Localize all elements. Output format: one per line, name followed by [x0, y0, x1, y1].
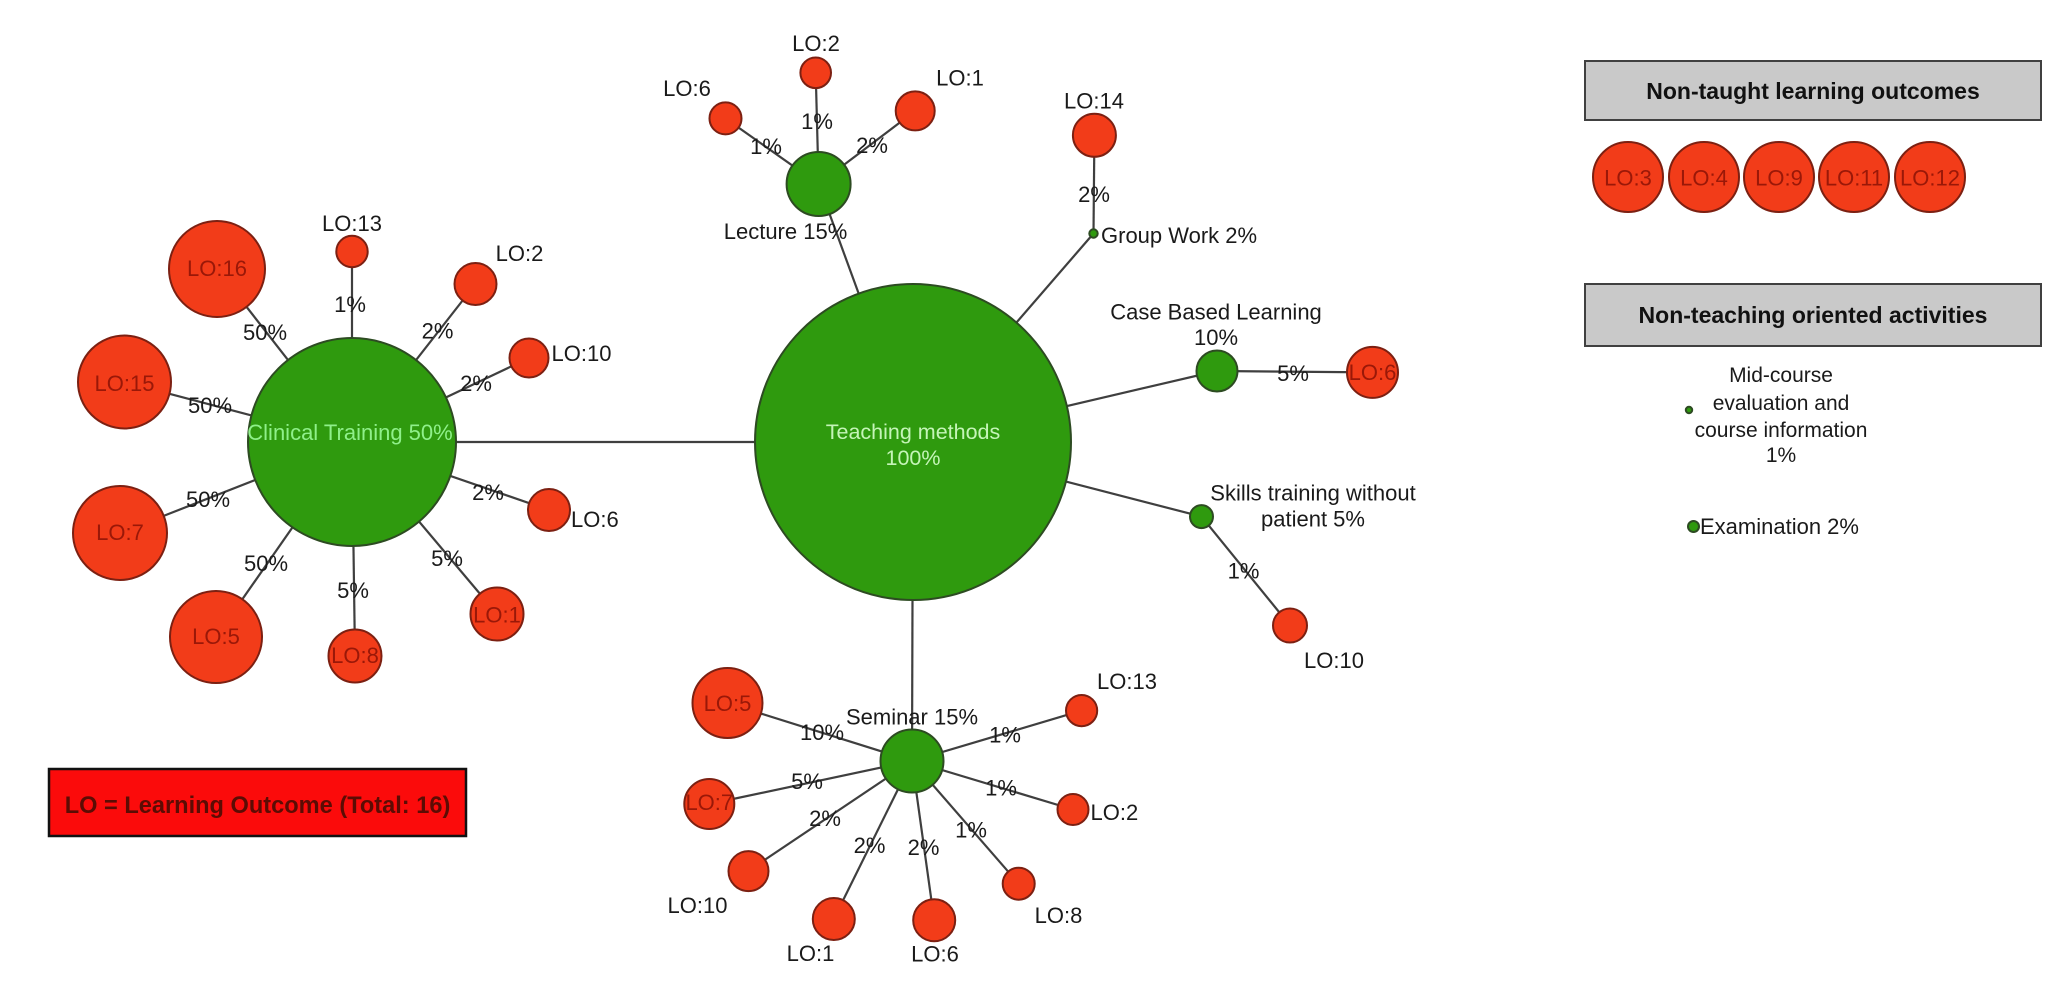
svg-text:LO:2: LO:2 — [496, 241, 544, 266]
svg-text:5%: 5% — [791, 769, 823, 794]
svg-text:LO:16: LO:16 — [187, 256, 247, 281]
svg-text:LO:2: LO:2 — [1091, 800, 1139, 825]
svg-text:Teaching methods: Teaching methods — [826, 420, 1001, 444]
svg-text:LO:6: LO:6 — [911, 942, 959, 967]
svg-text:LO:10: LO:10 — [668, 893, 728, 918]
svg-text:Non-teaching oriented activiti: Non-teaching oriented activities — [1639, 302, 1988, 328]
svg-text:LO:3: LO:3 — [1604, 166, 1652, 191]
svg-text:Mid-course: Mid-course — [1729, 364, 1833, 387]
svg-text:LO:7: LO:7 — [685, 790, 733, 815]
svg-text:Seminar 15%: Seminar 15% — [846, 705, 978, 730]
svg-text:2%: 2% — [856, 133, 888, 158]
svg-text:LO:11: LO:11 — [1825, 166, 1883, 191]
svg-text:1%: 1% — [985, 776, 1017, 801]
svg-text:2%: 2% — [809, 806, 841, 831]
svg-text:LO:10: LO:10 — [552, 341, 612, 366]
svg-text:LO:5: LO:5 — [704, 691, 752, 716]
svg-text:LO:15: LO:15 — [95, 371, 155, 396]
svg-text:patient 5%: patient 5% — [1261, 507, 1365, 532]
svg-text:Clinical Training 50%: Clinical Training 50% — [247, 420, 452, 445]
svg-text:1%: 1% — [750, 134, 782, 159]
svg-text:100%: 100% — [886, 446, 941, 470]
svg-text:Examination 2%: Examination 2% — [1700, 514, 1859, 539]
svg-text:1%: 1% — [1766, 444, 1796, 467]
svg-text:LO:6: LO:6 — [571, 507, 619, 532]
svg-text:LO:5: LO:5 — [192, 624, 240, 649]
svg-text:5%: 5% — [337, 578, 369, 603]
svg-text:LO:1: LO:1 — [936, 66, 984, 91]
svg-text:50%: 50% — [186, 487, 230, 512]
svg-text:1%: 1% — [989, 723, 1021, 748]
svg-text:LO:6: LO:6 — [663, 76, 711, 101]
svg-text:LO:13: LO:13 — [1097, 669, 1157, 694]
svg-text:1%: 1% — [1228, 559, 1260, 584]
svg-text:LO = Learning Outcome (Total:: LO = Learning Outcome (Total: 16) — [65, 793, 451, 819]
svg-text:LO:9: LO:9 — [1755, 166, 1803, 191]
svg-text:5%: 5% — [431, 546, 463, 571]
svg-text:Case Based Learning: Case Based Learning — [1110, 300, 1322, 325]
svg-text:LO:6: LO:6 — [1349, 360, 1397, 385]
svg-text:LO:7: LO:7 — [96, 520, 144, 545]
svg-text:LO:14: LO:14 — [1064, 89, 1124, 114]
svg-text:10%: 10% — [1194, 325, 1238, 350]
svg-text:5%: 5% — [1277, 361, 1309, 386]
svg-text:50%: 50% — [188, 393, 232, 418]
svg-text:LO:8: LO:8 — [1035, 903, 1083, 928]
svg-text:LO:1: LO:1 — [787, 941, 835, 966]
svg-text:LO:8: LO:8 — [331, 643, 379, 668]
svg-text:50%: 50% — [243, 320, 287, 345]
svg-text:1%: 1% — [334, 292, 366, 317]
svg-text:LO:12: LO:12 — [1900, 166, 1960, 191]
svg-text:LO:13: LO:13 — [322, 211, 382, 236]
svg-text:2%: 2% — [472, 480, 504, 505]
svg-text:2%: 2% — [422, 319, 454, 344]
svg-text:2%: 2% — [1078, 182, 1110, 207]
svg-text:course information: course information — [1695, 419, 1868, 442]
svg-text:50%: 50% — [244, 551, 288, 576]
svg-text:1%: 1% — [801, 109, 833, 134]
svg-text:Skills training without: Skills training without — [1210, 481, 1415, 506]
svg-text:2%: 2% — [854, 833, 886, 858]
svg-text:Non-taught learning outcomes: Non-taught learning outcomes — [1646, 78, 1980, 104]
svg-text:LO:1: LO:1 — [473, 603, 521, 628]
svg-text:evaluation and: evaluation and — [1713, 392, 1850, 415]
svg-text:Group Work 2%: Group Work 2% — [1101, 223, 1257, 248]
svg-text:10%: 10% — [800, 720, 844, 745]
svg-text:LO:10: LO:10 — [1304, 648, 1364, 673]
svg-text:1%: 1% — [955, 818, 987, 843]
svg-text:LO:4: LO:4 — [1680, 166, 1728, 191]
svg-text:2%: 2% — [908, 835, 940, 860]
svg-text:LO:2: LO:2 — [792, 31, 840, 56]
svg-text:2%: 2% — [460, 371, 492, 396]
svg-text:Lecture 15%: Lecture 15% — [724, 219, 848, 244]
